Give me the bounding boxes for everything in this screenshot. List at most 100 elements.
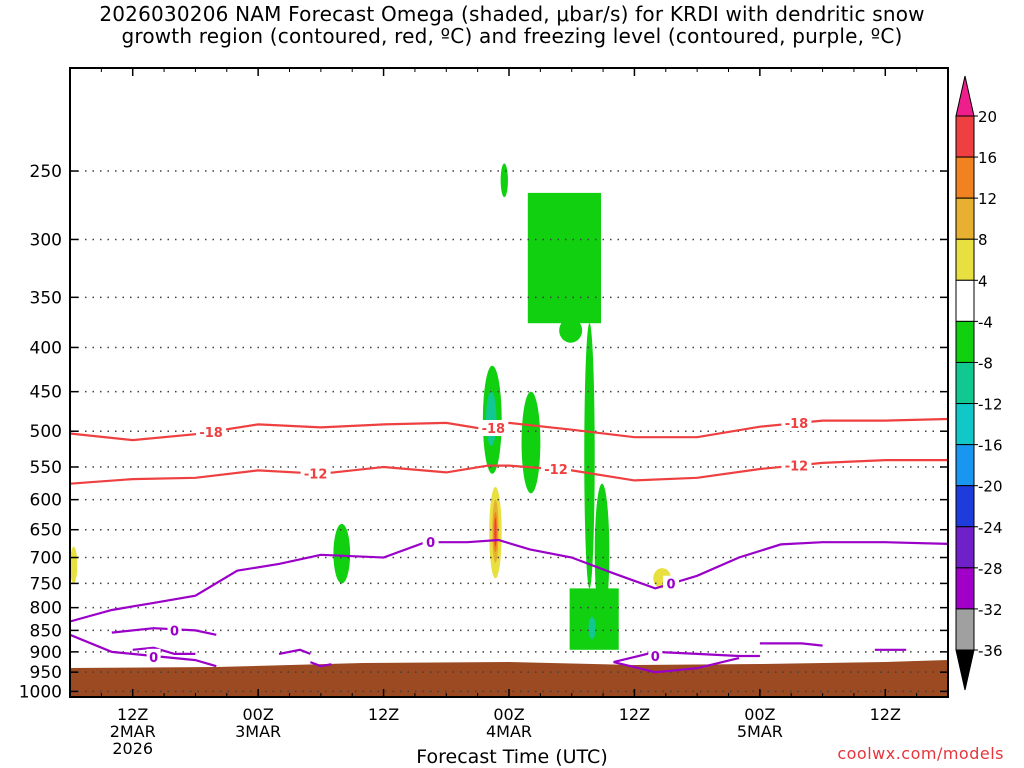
ground-terrain: [70, 660, 948, 697]
omega-region-2: [559, 318, 583, 343]
omega-region-0: [500, 163, 508, 198]
x-tick-date-1: 3MAR: [235, 722, 281, 741]
colorbar-box-2: [955, 197, 975, 240]
chart-title-line2: growth region (contoured, red, ºC) and f…: [121, 24, 903, 48]
contour-label-bg: [781, 415, 812, 432]
freezing-level-fragment-4: [309, 661, 332, 668]
contour-label-bg: [196, 423, 227, 440]
freezing-level-contour: [69, 538, 949, 623]
omega-shading-layer: [70, 163, 672, 650]
colorbar-box-7: [955, 403, 975, 446]
colorbar-box-4: [955, 279, 975, 322]
x-tick-date-0: 2MAR: [110, 722, 156, 741]
colorbar-label-5: -4: [978, 313, 993, 331]
omega-region-8: [594, 483, 610, 622]
x-tick-label-6: 12Z: [870, 705, 901, 724]
omega-region-14: [494, 517, 497, 547]
colorbar-top-triangle: [955, 75, 975, 117]
x-tick-date-3: 4MAR: [486, 722, 532, 741]
contour-label--12-2: -12: [785, 459, 809, 474]
colorbar-box-1: [955, 156, 975, 199]
omega-region-3: [584, 323, 595, 589]
colorbar-label-0: 20: [978, 108, 997, 126]
freezing-level-label-1: 0: [666, 578, 675, 593]
freezing-level-fragment-5: [613, 650, 760, 664]
colorbar-label-11: -28: [978, 560, 1003, 578]
colorbar-box-5: [955, 320, 975, 363]
colorbar-box-9: [955, 485, 975, 528]
y-tick-label-300: 300: [30, 230, 62, 250]
x-tick-label-1: 00Z: [242, 705, 273, 724]
x-tick-label-5: 00Z: [744, 705, 775, 724]
ground-layer: [70, 660, 948, 697]
colorbar-box-6: [955, 361, 975, 405]
colorbar-label-10: -24: [978, 519, 1003, 537]
freezing-level-fragment-3: [278, 648, 311, 655]
contour-label-bg: [300, 465, 331, 482]
omega-region-10: [588, 616, 596, 640]
credit-text: coolwx.com/models: [837, 744, 1004, 763]
contour-label--12-0: -12: [304, 467, 328, 482]
x-tick-year-0: 2026: [112, 739, 153, 758]
colorbar-label-7: -12: [978, 396, 1003, 414]
y-tick-label-350: 350: [30, 288, 62, 308]
y-tick-label-750: 750: [30, 574, 62, 594]
freezing-label-bg: [663, 575, 680, 592]
freezing-label-bg: [146, 648, 161, 665]
y-tick-label-850: 850: [30, 621, 62, 641]
y-tick-label-450: 450: [30, 383, 62, 403]
y-tick-label-250: 250: [30, 162, 62, 182]
colorbar-box-12: [955, 608, 975, 651]
colorbar-box-8: [955, 444, 975, 487]
colorbar-label-6: -8: [978, 354, 993, 372]
freezing-level-fragment-label-0: 0: [170, 624, 179, 639]
colorbar-label-12: -32: [978, 601, 1003, 619]
contour-label--18-0: -18: [199, 426, 223, 441]
freezing-level-fragment-2: [132, 646, 196, 655]
plot-area: [70, 68, 948, 697]
freezing-level-fragment-label-2: 0: [651, 650, 660, 665]
colorbar-bottom-triangle: [955, 649, 975, 691]
freezing-level-fragment-label-1: 0: [149, 651, 158, 666]
freezing-level-fragment-7: [759, 642, 823, 647]
contour-label--12-1: -12: [544, 463, 568, 478]
contour-label--18-1: -18: [482, 422, 506, 437]
colorbar-label-13: -36: [978, 642, 1003, 660]
omega-region-5: [486, 391, 497, 446]
omega-region-6: [521, 391, 541, 494]
x-tick-label-2: 12Z: [368, 705, 399, 724]
colorbar-box-0: [955, 115, 975, 158]
colorbar-box-11: [955, 567, 975, 610]
freezing-level-fragment-6: [613, 657, 740, 674]
y-tick-label-950: 950: [30, 663, 62, 683]
x-tick-date-5: 5MAR: [737, 722, 783, 741]
x-axis-title: Forecast Time (UTC): [416, 746, 608, 768]
colorbar-label-8: -16: [978, 437, 1003, 455]
contour-label-bg: [541, 461, 572, 478]
omega-region-7: [333, 523, 351, 584]
freezing-label-bg: [422, 534, 439, 551]
chart-title-line1: 2026030206 NAM Forecast Omega (shaded, μ…: [99, 2, 925, 26]
y-tick-label-500: 500: [30, 422, 62, 442]
contour-label-bg: [478, 420, 509, 437]
colorbar-label-4: 4: [978, 272, 988, 290]
freezing-label-bg: [648, 648, 663, 665]
y-tick-label-900: 900: [30, 643, 62, 663]
colorbar-label-1: 16: [978, 149, 997, 167]
omega-region-15: [70, 546, 78, 584]
colorbar: 20 16 12 8 4 -4 -8 -12 -16 -20 -24 -28 -32 -36: [955, 75, 1003, 691]
y-tick-label-550: 550: [30, 458, 62, 478]
x-tick-label-0: 12Z: [117, 705, 148, 724]
colorbar-box-3: [955, 238, 975, 281]
freezing-label-bg: [167, 622, 182, 639]
y-tick-label-700: 700: [30, 549, 62, 569]
colorbar-label-2: 12: [978, 190, 997, 208]
y-tick-label-400: 400: [30, 338, 62, 358]
contour-label--18-2: -18: [785, 417, 809, 432]
contour-label-bg: [781, 457, 812, 474]
omega-region-1: [527, 192, 601, 324]
